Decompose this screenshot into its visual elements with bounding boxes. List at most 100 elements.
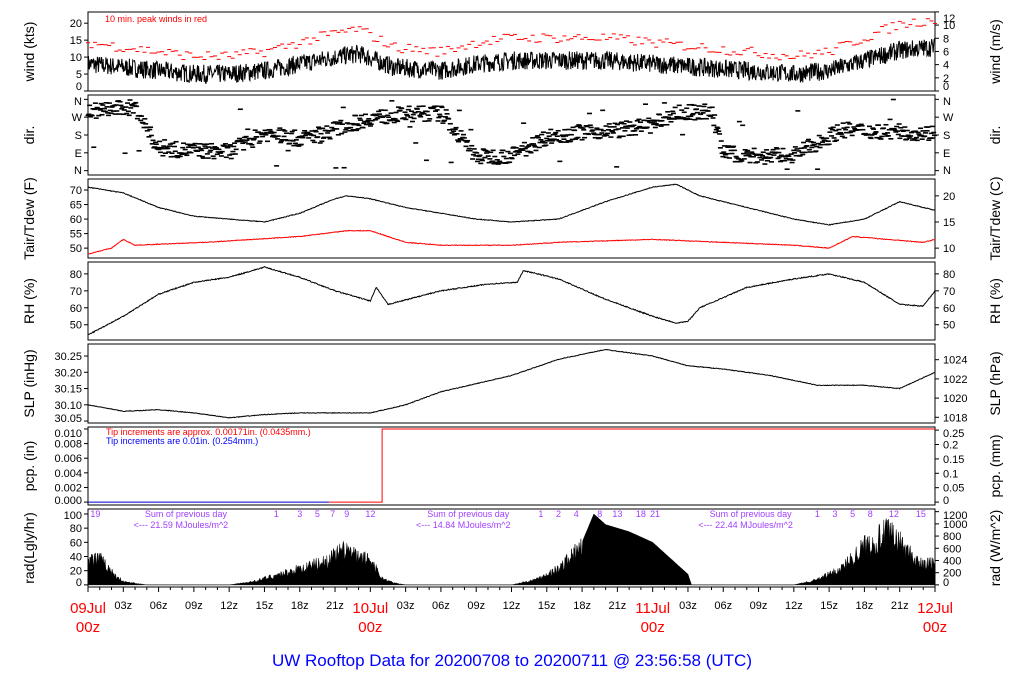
- x-tick-label: 06z: [150, 600, 168, 612]
- rh-y-label-right: RH (%): [987, 278, 1003, 324]
- y-tick-label: 0: [76, 81, 82, 93]
- y-tick-label-right: 1000: [943, 519, 967, 531]
- y-tick-label: 0.010: [54, 428, 82, 440]
- rad-hour-mark: 18: [636, 509, 646, 519]
- y-tick-label-right: 8: [943, 33, 949, 45]
- y-tick-label-right: N: [943, 96, 951, 108]
- rad-annotation: Sum of previous day: [427, 509, 510, 519]
- y-tick-label-right: 1200: [943, 510, 967, 522]
- y-tick-label: 30.05: [54, 413, 82, 425]
- day-label: 09Jul: [70, 600, 106, 617]
- slp-y-label-right: SLP (hPa): [987, 351, 1003, 415]
- y-tick-label: E: [75, 148, 82, 160]
- rad-hour-mark: 4: [574, 509, 579, 519]
- x-tick-label: 15z: [820, 600, 838, 612]
- rad-hour-mark: 7: [330, 509, 335, 519]
- rad-y-label: rad(Lgly/hr): [21, 512, 37, 584]
- day-label: 10Jul: [352, 600, 388, 617]
- y-tick-label: 80: [70, 269, 82, 281]
- rad-hour-mark: 2: [556, 509, 561, 519]
- rad-hour-mark: 9: [344, 509, 349, 519]
- x-tick-label: 15z: [256, 600, 274, 612]
- wind-y-label-right: wind (m/s): [987, 19, 1003, 85]
- y-tick-label: 10: [70, 52, 82, 64]
- y-tick-label: 80: [70, 523, 82, 535]
- slp-plot-frame: [87, 343, 936, 424]
- rh-plot-frame: [87, 261, 936, 341]
- rad-hour-mark: 8: [868, 509, 873, 519]
- radiation-area: [87, 513, 936, 586]
- x-tick-label: 06z: [714, 600, 732, 612]
- y-tick-label: 60: [70, 537, 82, 549]
- rad-hour-mark: 5: [850, 509, 855, 519]
- x-tick-label: 09z: [185, 600, 203, 612]
- temp-tair-line: [87, 183, 936, 226]
- y-tick-label-right: 2: [943, 73, 949, 85]
- y-tick-label-right: 1024: [943, 355, 967, 367]
- rad-annotation: Sum of previous day: [710, 509, 793, 519]
- x-tick-label: 12z: [503, 600, 521, 612]
- dir-y-label: dir.: [21, 126, 37, 145]
- y-tick-label-right: E: [943, 148, 950, 160]
- y-tick-label-right: 80: [943, 269, 955, 281]
- x-tick-label: 03z: [679, 600, 697, 612]
- x-tick-label: 03z: [114, 600, 132, 612]
- chart-title: UW Rooftop Data for 20200708 to 20200711…: [272, 651, 752, 670]
- rad-hour-mark: 1: [815, 509, 820, 519]
- wind-speed-line: [87, 38, 935, 84]
- x-tick-label: 15z: [538, 600, 556, 612]
- day-label: 11Jul: [635, 600, 670, 617]
- rad-hour-mark: 3: [297, 509, 302, 519]
- y-tick-label: 15: [70, 35, 82, 47]
- y-tick-label: 70: [70, 185, 82, 197]
- y-tick-label: 30.25: [54, 351, 82, 363]
- y-tick-label-right: 200: [943, 568, 961, 580]
- day-time-label: 00z: [923, 619, 947, 636]
- temp-tdew-line: [87, 229, 936, 255]
- y-tick-label-right: 800: [943, 531, 961, 543]
- x-tick-label: 09z: [750, 600, 768, 612]
- x-tick-label: 09z: [467, 600, 485, 612]
- rad-sum-label: <--- 21.59 MJoules/m^2: [134, 520, 229, 530]
- y-tick-label: 20: [70, 18, 82, 30]
- y-tick-label-right: 0.15: [943, 454, 964, 466]
- pcp-note-1: Tip increments are approx. 0.00171in. (0…: [106, 427, 311, 437]
- y-tick-label: 40: [70, 552, 82, 564]
- y-tick-label-right: 1020: [943, 393, 967, 405]
- y-tick-label: S: [75, 130, 82, 142]
- x-tick-label: 18z: [856, 600, 874, 612]
- x-tick-label: 18z: [573, 600, 591, 612]
- y-tick-label-right: 1018: [943, 412, 967, 424]
- wind-annotation: 10 min. peak winds in red: [105, 14, 207, 24]
- rad-hour-mark: 13: [612, 509, 622, 519]
- temp-y-label: Tair/Tdew (F): [21, 177, 37, 259]
- y-tick-label: 55: [70, 229, 82, 241]
- slp-slp-line: [87, 348, 936, 419]
- y-tick-label-right: 600: [943, 543, 961, 555]
- y-tick-label: 0.004: [54, 468, 82, 480]
- y-tick-label-right: 0.25: [943, 428, 964, 440]
- rad-hour-mark: 1: [538, 509, 543, 519]
- y-tick-label-right: 10: [943, 20, 955, 32]
- pcp-note-2: Tip increments are 0.01in. (0.254mm.): [106, 436, 258, 446]
- wind-y-label: wind (kts): [21, 22, 37, 83]
- rad-hour-mark: 3: [832, 509, 837, 519]
- y-tick-label-right: S: [943, 130, 950, 142]
- rad-hour-mark: 5: [315, 509, 320, 519]
- y-tick-label: 65: [70, 200, 82, 212]
- rad-hour-mark: 21: [650, 509, 660, 519]
- temp-plot-frame: [87, 178, 936, 259]
- y-tick-label-right: 60: [943, 303, 955, 315]
- rh-y-label: RH (%): [21, 278, 37, 324]
- y-tick-label-right: 20: [943, 191, 955, 203]
- y-tick-label-right: 0: [943, 577, 949, 589]
- y-tick-label: 5: [76, 69, 82, 81]
- x-tick-label: 21z: [609, 600, 627, 612]
- pcp-plot-frame: [87, 426, 936, 506]
- y-tick-label: 50: [70, 320, 82, 332]
- y-tick-label-right: 6: [943, 46, 949, 58]
- rad-sum-label: <--- 22.44 MJoules/m^2: [698, 520, 793, 530]
- wind-plot-frame: [87, 11, 936, 92]
- y-tick-label: W: [72, 112, 83, 124]
